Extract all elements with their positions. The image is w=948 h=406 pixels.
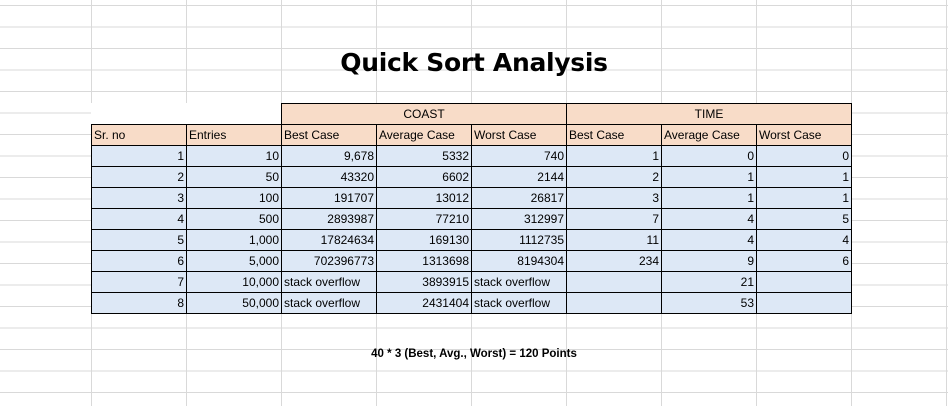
table-body: 1 10 9,678 5332 740 1 0 0 2 50 43320 6602 2144 2 1 1 3 10… — [91, 145, 852, 314]
analysis-table: COAST TIME Sr. no Entries Best Case Aver… — [91, 103, 852, 314]
cell-coast-best[interactable]: 191707 — [281, 187, 377, 209]
cell-sr-no[interactable]: 7 — [91, 271, 187, 293]
cell-sr-no[interactable]: 8 — [91, 292, 187, 314]
cell-coast-average[interactable]: 77210 — [376, 208, 472, 230]
cell-sr-no[interactable]: 4 — [91, 208, 187, 230]
cell-entries[interactable]: 1,000 — [186, 229, 282, 251]
points-footnote: 40 * 3 (Best, Avg., Worst) = 120 Points — [371, 348, 577, 360]
col-header-coast-average[interactable]: Average Case — [376, 124, 472, 146]
cell-coast-best[interactable]: stack overflow — [281, 292, 377, 314]
sheet-title: Quick Sort Analysis — [340, 48, 608, 77]
cell-time-best[interactable]: 7 — [566, 208, 662, 230]
cell-coast-average[interactable]: 6602 — [376, 166, 472, 188]
cell-coast-average[interactable]: 2431404 — [376, 292, 472, 314]
cell-time-worst[interactable] — [756, 271, 852, 293]
cell-time-average[interactable]: 0 — [661, 145, 757, 167]
cell-sr-no[interactable]: 1 — [91, 145, 187, 167]
cell-time-worst[interactable]: 0 — [756, 145, 852, 167]
cell-coast-worst[interactable]: 26817 — [471, 187, 567, 209]
cell-time-worst[interactable]: 1 — [756, 166, 852, 188]
col-header-coast-best[interactable]: Best Case — [281, 124, 377, 146]
cell-coast-worst[interactable]: 312997 — [471, 208, 567, 230]
cell-coast-worst[interactable]: 740 — [471, 145, 567, 167]
cell-time-average[interactable]: 9 — [661, 250, 757, 272]
cell-coast-worst[interactable]: 2144 — [471, 166, 567, 188]
cell-coast-average[interactable]: 1313698 — [376, 250, 472, 272]
group-header-row: COAST TIME — [91, 103, 852, 125]
cell-time-worst[interactable]: 1 — [756, 187, 852, 209]
column-header-row: Sr. no Entries Best Case Average Case Wo… — [91, 124, 852, 146]
cell-coast-best[interactable]: stack overflow — [281, 271, 377, 293]
cell-coast-worst[interactable]: 1112735 — [471, 229, 567, 251]
cell-time-worst[interactable]: 5 — [756, 208, 852, 230]
cell-time-average[interactable]: 1 — [661, 166, 757, 188]
cell-coast-average[interactable]: 3893915 — [376, 271, 472, 293]
cell-coast-best[interactable]: 702396773 — [281, 250, 377, 272]
cell-entries[interactable]: 5,000 — [186, 250, 282, 272]
cell-entries[interactable]: 100 — [186, 187, 282, 209]
cell-coast-average[interactable]: 5332 — [376, 145, 472, 167]
cell-sr-no[interactable]: 3 — [91, 187, 187, 209]
col-header-coast-worst[interactable]: Worst Case — [471, 124, 567, 146]
cell-time-best[interactable]: 1 — [566, 145, 662, 167]
cell-coast-best[interactable]: 2893987 — [281, 208, 377, 230]
table-row: 3 100 191707 13012 26817 3 1 1 — [91, 187, 852, 209]
col-header-sr-no[interactable]: Sr. no — [91, 124, 187, 146]
table-row: 1 10 9,678 5332 740 1 0 0 — [91, 145, 852, 167]
cell-time-average[interactable]: 4 — [661, 229, 757, 251]
cell-coast-best[interactable]: 43320 — [281, 166, 377, 188]
cell-time-average[interactable]: 21 — [661, 271, 757, 293]
table-row: 7 10,000 stack overflow 3893915 stack overfl… — [91, 271, 852, 293]
cell-coast-best[interactable]: 17824634 — [281, 229, 377, 251]
blank-cell — [91, 103, 187, 125]
cell-time-worst[interactable]: 4 — [756, 229, 852, 251]
col-header-time-best[interactable]: Best Case — [566, 124, 662, 146]
cell-entries[interactable]: 10,000 — [186, 271, 282, 293]
col-header-time-average[interactable]: Average Case — [661, 124, 757, 146]
cell-time-best[interactable]: 3 — [566, 187, 662, 209]
cell-coast-worst[interactable]: stack overflow — [471, 271, 567, 293]
cell-time-average[interactable]: 53 — [661, 292, 757, 314]
table-row: 5 1,000 17824634 169130 1112735 11 4 4 — [91, 229, 852, 251]
table-row: 6 5,000 702396773 1313698 8194304 234 9 6 — [91, 250, 852, 272]
coast-group-header[interactable]: COAST — [281, 103, 567, 125]
cell-entries[interactable]: 500 — [186, 208, 282, 230]
time-group-header[interactable]: TIME — [566, 103, 852, 125]
cell-time-average[interactable]: 4 — [661, 208, 757, 230]
cell-time-best[interactable] — [566, 292, 662, 314]
cell-sr-no[interactable]: 5 — [91, 229, 187, 251]
cell-sr-no[interactable]: 6 — [91, 250, 187, 272]
cell-coast-average[interactable]: 13012 — [376, 187, 472, 209]
cell-coast-average[interactable]: 169130 — [376, 229, 472, 251]
col-header-entries[interactable]: Entries — [186, 124, 282, 146]
cell-coast-worst[interactable]: stack overflow — [471, 292, 567, 314]
table-row: 2 50 43320 6602 2144 2 1 1 — [91, 166, 852, 188]
cell-coast-worst[interactable]: 8194304 — [471, 250, 567, 272]
col-header-time-worst[interactable]: Worst Case — [756, 124, 852, 146]
table-row: 4 500 2893987 77210 312997 7 4 5 — [91, 208, 852, 230]
cell-time-worst[interactable]: 6 — [756, 250, 852, 272]
table-row: 8 50,000 stack overflow 2431404 stack overfl… — [91, 292, 852, 314]
cell-entries[interactable]: 10 — [186, 145, 282, 167]
cell-time-best[interactable] — [566, 271, 662, 293]
cell-entries[interactable]: 50 — [186, 166, 282, 188]
cell-time-average[interactable]: 1 — [661, 187, 757, 209]
cell-sr-no[interactable]: 2 — [91, 166, 187, 188]
cell-coast-best[interactable]: 9,678 — [281, 145, 377, 167]
cell-time-best[interactable]: 2 — [566, 166, 662, 188]
blank-cell — [186, 103, 282, 125]
cell-time-best[interactable]: 234 — [566, 250, 662, 272]
cell-time-worst[interactable] — [756, 292, 852, 314]
cell-time-best[interactable]: 11 — [566, 229, 662, 251]
cell-entries[interactable]: 50,000 — [186, 292, 282, 314]
